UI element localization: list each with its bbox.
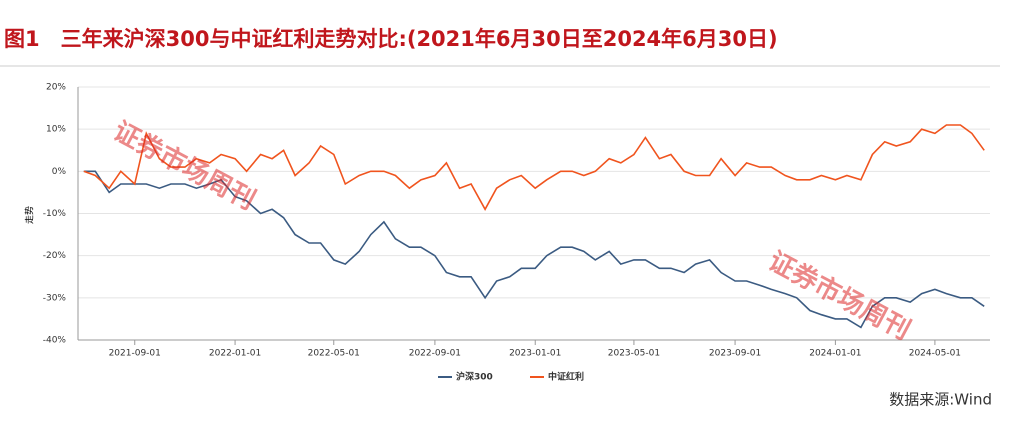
- y-tick-label: -10%: [43, 209, 67, 219]
- y-axis-label: 走势: [24, 206, 36, 224]
- legend-label: 中证红利: [548, 371, 584, 383]
- legend-label: 沪深300: [456, 371, 493, 383]
- watermark: 证券市场周刊: [108, 115, 260, 216]
- x-tick-label: 2022-01-01: [209, 349, 261, 359]
- series-line: [83, 170, 985, 329]
- x-tick-label: 2024-05-01: [909, 349, 961, 359]
- y-tick-label: -30%: [43, 293, 67, 303]
- y-tick-label: 20%: [46, 83, 66, 93]
- x-tick-label: 2022-09-01: [409, 349, 461, 359]
- series-line: [83, 124, 985, 211]
- x-tick-label: 2022-05-01: [308, 349, 360, 359]
- x-tick-label: 2024-01-01: [809, 349, 861, 359]
- y-tick-label: -40%: [43, 336, 67, 346]
- source-note: 数据来源:Wind: [889, 391, 992, 409]
- x-tick-label: 2023-01-01: [509, 349, 561, 359]
- x-tick-label: 2023-05-01: [608, 349, 660, 359]
- y-tick-label: 0%: [52, 167, 67, 177]
- x-tick-label: 2021-09-01: [109, 349, 161, 359]
- y-tick-label: -20%: [43, 251, 67, 261]
- x-tick-label: 2023-09-01: [709, 349, 761, 359]
- chart-title: 图1 三年来沪深300与中证红利走势对比:(2021年6月30日至2024年6月…: [4, 27, 778, 51]
- watermark: 证券市场周刊: [763, 245, 915, 346]
- y-tick-label: 10%: [46, 125, 66, 135]
